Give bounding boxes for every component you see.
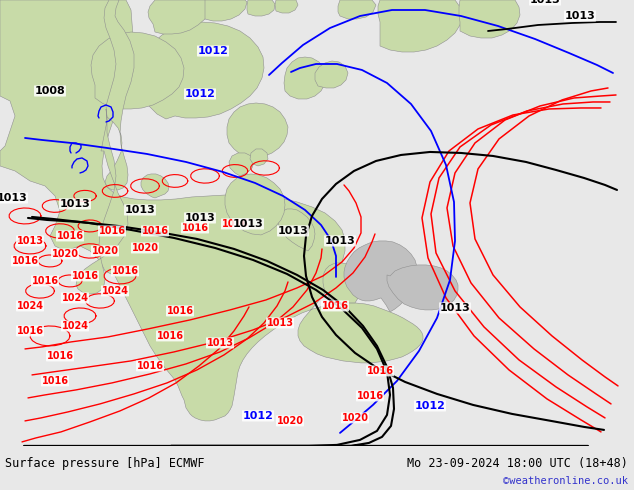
Text: 1012: 1012 — [184, 89, 216, 99]
Text: 1016: 1016 — [321, 301, 349, 311]
Text: 1012: 1012 — [243, 411, 273, 421]
Text: 1024: 1024 — [101, 286, 129, 296]
Polygon shape — [91, 32, 184, 109]
Polygon shape — [275, 0, 298, 13]
Polygon shape — [0, 0, 423, 421]
Text: ©weatheronline.co.uk: ©weatheronline.co.uk — [503, 476, 628, 486]
Text: 1016: 1016 — [167, 306, 193, 316]
Text: 1013: 1013 — [233, 219, 263, 229]
Text: 1013: 1013 — [184, 213, 216, 223]
Text: Mo 23-09-2024 18:00 UTC (18+48): Mo 23-09-2024 18:00 UTC (18+48) — [407, 457, 628, 469]
Text: 1016: 1016 — [46, 351, 74, 361]
Polygon shape — [459, 0, 520, 38]
Polygon shape — [250, 149, 268, 166]
Text: 1016: 1016 — [32, 276, 58, 286]
Polygon shape — [315, 61, 348, 88]
Text: 1016: 1016 — [141, 226, 169, 236]
Text: 1016: 1016 — [181, 223, 209, 233]
Text: 1013: 1013 — [207, 338, 233, 348]
Text: 1020: 1020 — [51, 249, 79, 259]
Text: 1016: 1016 — [41, 376, 68, 386]
Polygon shape — [225, 174, 285, 235]
Text: 1012: 1012 — [198, 46, 228, 56]
Text: 1016: 1016 — [157, 331, 183, 341]
Text: 1016: 1016 — [98, 226, 126, 236]
Text: 1013: 1013 — [325, 236, 356, 246]
Polygon shape — [229, 153, 254, 176]
Polygon shape — [247, 0, 275, 16]
Polygon shape — [344, 241, 418, 312]
Polygon shape — [323, 263, 361, 303]
Polygon shape — [227, 103, 288, 158]
Text: 1016: 1016 — [366, 366, 394, 376]
Text: 1016: 1016 — [56, 231, 84, 241]
Text: 1024: 1024 — [61, 293, 89, 303]
Polygon shape — [104, 0, 134, 190]
Text: 1013: 1013 — [60, 199, 91, 209]
Polygon shape — [278, 209, 315, 251]
Text: 1016: 1016 — [16, 326, 44, 336]
Text: 1016: 1016 — [112, 266, 138, 276]
Polygon shape — [378, 0, 462, 52]
Polygon shape — [338, 0, 376, 19]
Polygon shape — [284, 57, 326, 99]
Text: 1020: 1020 — [131, 243, 158, 253]
Text: 1016: 1016 — [221, 219, 249, 229]
Text: 1016: 1016 — [356, 391, 384, 401]
Text: 1024: 1024 — [16, 301, 44, 311]
Text: 1013: 1013 — [529, 0, 560, 5]
Polygon shape — [137, 22, 264, 119]
Text: 1016: 1016 — [11, 256, 39, 266]
Polygon shape — [76, 109, 128, 294]
Text: Surface pressure [hPa] ECMWF: Surface pressure [hPa] ECMWF — [5, 457, 205, 469]
Text: 1016: 1016 — [72, 271, 98, 281]
Polygon shape — [387, 265, 458, 310]
Text: 1013: 1013 — [439, 303, 470, 313]
Text: 1024: 1024 — [61, 321, 89, 331]
Text: 1012: 1012 — [415, 401, 446, 411]
Text: 1013: 1013 — [125, 205, 155, 215]
Polygon shape — [148, 0, 210, 34]
Polygon shape — [205, 0, 247, 21]
Text: 1013: 1013 — [278, 226, 308, 236]
Text: 1008: 1008 — [35, 86, 65, 96]
Text: 1013: 1013 — [565, 11, 595, 21]
Text: 1020: 1020 — [276, 416, 304, 426]
Text: 1013: 1013 — [16, 236, 44, 246]
Text: 1020: 1020 — [91, 246, 119, 256]
Text: 1020: 1020 — [342, 413, 368, 423]
Text: 1013: 1013 — [266, 318, 294, 328]
Polygon shape — [141, 174, 169, 198]
Text: 1016: 1016 — [136, 361, 164, 371]
Text: 1013: 1013 — [0, 193, 27, 203]
